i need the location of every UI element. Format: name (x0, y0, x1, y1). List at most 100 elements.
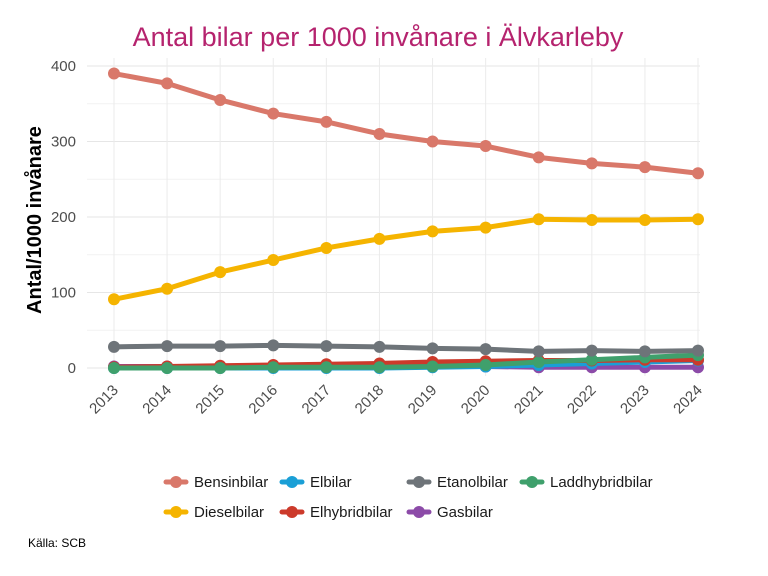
data-point (214, 266, 227, 279)
series-laddhybridbilar (108, 349, 704, 374)
data-point (585, 157, 598, 170)
legend-label: Elbilar (310, 474, 352, 491)
y-tick-label: 0 (68, 360, 76, 377)
data-point (161, 340, 174, 353)
data-point (161, 282, 174, 295)
legend-item-dieselbilar: Dieselbilar (163, 504, 264, 521)
series-line (111, 352, 701, 371)
data-point (479, 140, 492, 153)
data-point (320, 340, 333, 353)
data-point (585, 344, 598, 357)
data-point (108, 67, 120, 80)
data-point (108, 362, 120, 374)
data-point (638, 214, 651, 227)
legend-swatch-point (286, 506, 298, 518)
x-tick-label: 2015 (192, 382, 228, 418)
data-point (373, 232, 386, 245)
data-point (638, 345, 651, 358)
legend-label: Bensinbilar (194, 474, 268, 491)
series-group (108, 67, 704, 374)
data-point (692, 167, 704, 180)
series-line (111, 71, 701, 176)
data-point (692, 213, 704, 226)
data-point (373, 361, 386, 374)
x-tick-label: 2023 (617, 382, 653, 418)
x-tick-label: 2018 (352, 382, 388, 418)
y-tick-label: 100 (51, 285, 76, 302)
grid-lines (87, 58, 700, 376)
legend-swatch-point (170, 506, 182, 518)
data-point (108, 293, 120, 306)
x-tick-label: 2021 (511, 382, 547, 418)
data-point (585, 353, 598, 366)
legend-swatch-point (413, 506, 425, 518)
legend-label: Laddhybridbilar (550, 474, 653, 491)
series-etanolbilar (108, 339, 704, 358)
x-tick-label: 2017 (299, 382, 335, 418)
data-point (214, 93, 227, 106)
y-tick-label: 400 (51, 58, 76, 75)
legend-swatch-point (170, 476, 182, 488)
data-point (267, 339, 280, 352)
series-line (111, 342, 701, 354)
legend-label: Etanolbilar (437, 474, 508, 491)
data-point (479, 343, 492, 356)
data-point (161, 362, 174, 374)
series-line (111, 216, 701, 302)
legend-swatch-point (286, 476, 298, 488)
legend-item-gasbilar: Gasbilar (406, 504, 493, 521)
x-tick-label: 2019 (405, 382, 441, 418)
data-point (585, 214, 598, 227)
legend-item-etanolbilar: Etanolbilar (406, 474, 508, 491)
legend-label: Gasbilar (437, 504, 493, 521)
data-point (214, 340, 227, 353)
data-point (692, 344, 704, 357)
y-axis-ticks: 0 100 200 300 400 (51, 58, 76, 377)
x-axis-ticks: 2013 2014 2015 2016 2017 2018 2019 2020 2021 2022… (86, 382, 706, 418)
data-point (532, 213, 545, 226)
data-point (373, 127, 386, 140)
data-point (214, 362, 227, 374)
legend-label: Dieselbilar (194, 504, 264, 521)
data-point (638, 161, 651, 174)
legend-item-elhybridbilar: Elhybridbilar (279, 504, 393, 521)
x-tick-label: 2014 (139, 382, 175, 418)
legend-item-bensinbilar: Bensinbilar (163, 474, 268, 491)
legend-swatch-point (413, 476, 425, 488)
y-tick-label: 200 (51, 209, 76, 226)
data-point (373, 340, 386, 353)
legend: Bensinbilar Elbilar Etanolbilar Laddhybridb… (163, 474, 653, 521)
legend-swatch-point (526, 476, 538, 488)
series-dieselbilar (108, 213, 704, 306)
legend-item-elbilar: Elbilar (279, 474, 352, 491)
data-point (267, 254, 280, 267)
data-point (320, 241, 333, 254)
data-point (479, 221, 492, 234)
x-tick-label: 2022 (564, 382, 600, 418)
chart-title: Antal bilar per 1000 invånare i Älvkarle… (133, 22, 624, 52)
data-point (267, 361, 280, 374)
data-point (426, 360, 439, 373)
legend-item-laddhybridbilar: Laddhybridbilar (519, 474, 653, 491)
data-point (532, 345, 545, 358)
series-bensinbilar (108, 67, 704, 180)
x-tick-label: 2024 (670, 382, 706, 418)
data-point (320, 115, 333, 128)
x-tick-label: 2020 (458, 382, 494, 418)
data-point (426, 135, 439, 148)
data-point (479, 358, 492, 371)
source-note: Källa: SCB (28, 536, 86, 550)
data-point (161, 77, 174, 90)
data-point (426, 342, 439, 355)
data-point (108, 340, 120, 353)
data-point (320, 361, 333, 374)
y-axis-label: Antal/1000 invånare (23, 126, 46, 314)
legend-label: Elhybridbilar (310, 504, 393, 521)
data-point (532, 355, 545, 368)
data-point (267, 107, 280, 120)
x-tick-label: 2016 (245, 382, 281, 418)
x-tick-label: 2013 (86, 382, 122, 418)
data-point (426, 225, 439, 238)
data-point (532, 151, 545, 164)
